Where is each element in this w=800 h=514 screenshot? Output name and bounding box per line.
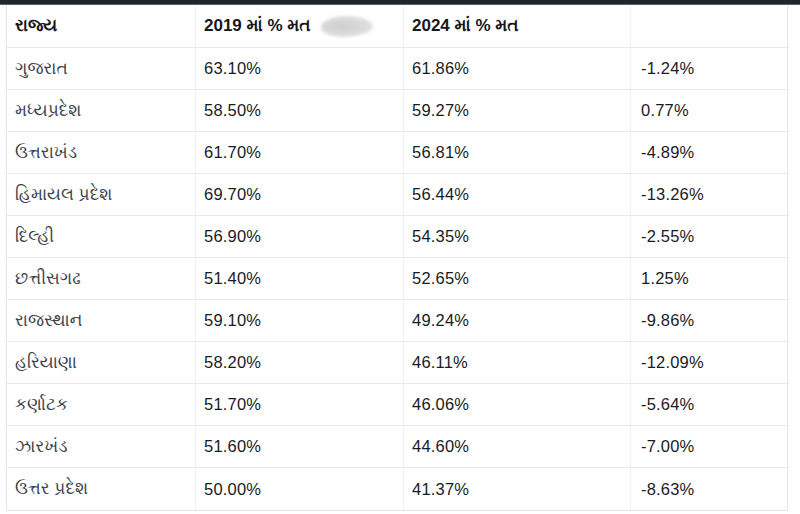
diff-cell: -8.63% xyxy=(631,468,789,510)
column-header-2019-label: 2019 માં % મત xyxy=(204,16,311,36)
pct-2019-cell: 58.20% xyxy=(196,342,404,384)
pct-2019-cell: 61.70% xyxy=(196,132,404,174)
state-cell: ઉત્તરાખંડ xyxy=(7,132,196,174)
pct-2024-cell: 56.44% xyxy=(404,174,631,216)
pct-2019-cell: 51.70% xyxy=(196,384,404,426)
diff-cell: -1.24% xyxy=(631,48,789,90)
pct-2019-cell: 63.10% xyxy=(196,48,404,90)
state-cell: હિમાયલ પ્રદેશ xyxy=(7,174,196,216)
pct-2019-cell: 56.90% xyxy=(196,216,404,258)
pct-2024-cell: 46.06% xyxy=(404,384,631,426)
diff-cell: -7.00% xyxy=(631,426,789,468)
diff-cell: -12.09% xyxy=(631,342,789,384)
diff-cell: -13.26% xyxy=(631,174,789,216)
pct-2024-cell: 56.81% xyxy=(404,132,631,174)
diff-cell: -5.64% xyxy=(631,384,789,426)
pct-2019-cell: 51.60% xyxy=(196,426,404,468)
column-header-2024-label: 2024 માં % મત xyxy=(412,16,519,36)
diff-cell: 0.77% xyxy=(631,90,789,132)
pct-2019-cell: 50.00% xyxy=(196,468,404,510)
pct-2024-cell: 52.65% xyxy=(404,258,631,300)
redacted-text-blob xyxy=(321,16,373,37)
pct-2024-cell: 61.86% xyxy=(404,48,631,90)
diff-cell: -4.89% xyxy=(631,132,789,174)
state-cell: મધ્યપ્રદેશ xyxy=(7,90,196,132)
pct-2024-cell: 46.11% xyxy=(404,342,631,384)
pct-2019-cell: 51.40% xyxy=(196,258,404,300)
state-cell: ઝારખંડ xyxy=(7,426,196,468)
vote-share-table: રાજ્ય 2019 માં % મત 2024 માં % મત ગુજરાત… xyxy=(6,5,788,511)
diff-cell: 1.25% xyxy=(631,258,789,300)
pct-2024-cell: 41.37% xyxy=(404,468,631,510)
pct-2019-cell: 58.50% xyxy=(196,90,404,132)
state-cell: છત્તીસગઢ xyxy=(7,258,196,300)
state-cell: ઉત્તર પ્રદેશ xyxy=(7,468,196,510)
state-cell: રાજસ્થાન xyxy=(7,300,196,342)
diff-cell: -9.86% xyxy=(631,300,789,342)
pct-2019-cell: 69.70% xyxy=(196,174,404,216)
pct-2019-cell: 59.10% xyxy=(196,300,404,342)
diff-cell: -2.55% xyxy=(631,216,789,258)
column-header-state-label: રાજ્ય xyxy=(15,16,57,36)
pct-2024-cell: 59.27% xyxy=(404,90,631,132)
state-cell: દિલ્હી xyxy=(7,216,196,258)
column-header-2019: 2019 માં % મત xyxy=(196,5,404,48)
state-cell: ગુજરાત xyxy=(7,48,196,90)
state-cell: હરિયાણા xyxy=(7,342,196,384)
page: રાજ્ય 2019 માં % મત 2024 માં % મત ગુજરાત… xyxy=(0,0,800,514)
pct-2024-cell: 44.60% xyxy=(404,426,631,468)
pct-2024-cell: 54.35% xyxy=(404,216,631,258)
column-header-diff xyxy=(631,5,789,48)
column-header-2024: 2024 માં % મત xyxy=(404,5,631,48)
column-header-state: રાજ્ય xyxy=(7,5,196,48)
pct-2024-cell: 49.24% xyxy=(404,300,631,342)
state-cell: કર્ણાટક xyxy=(7,384,196,426)
